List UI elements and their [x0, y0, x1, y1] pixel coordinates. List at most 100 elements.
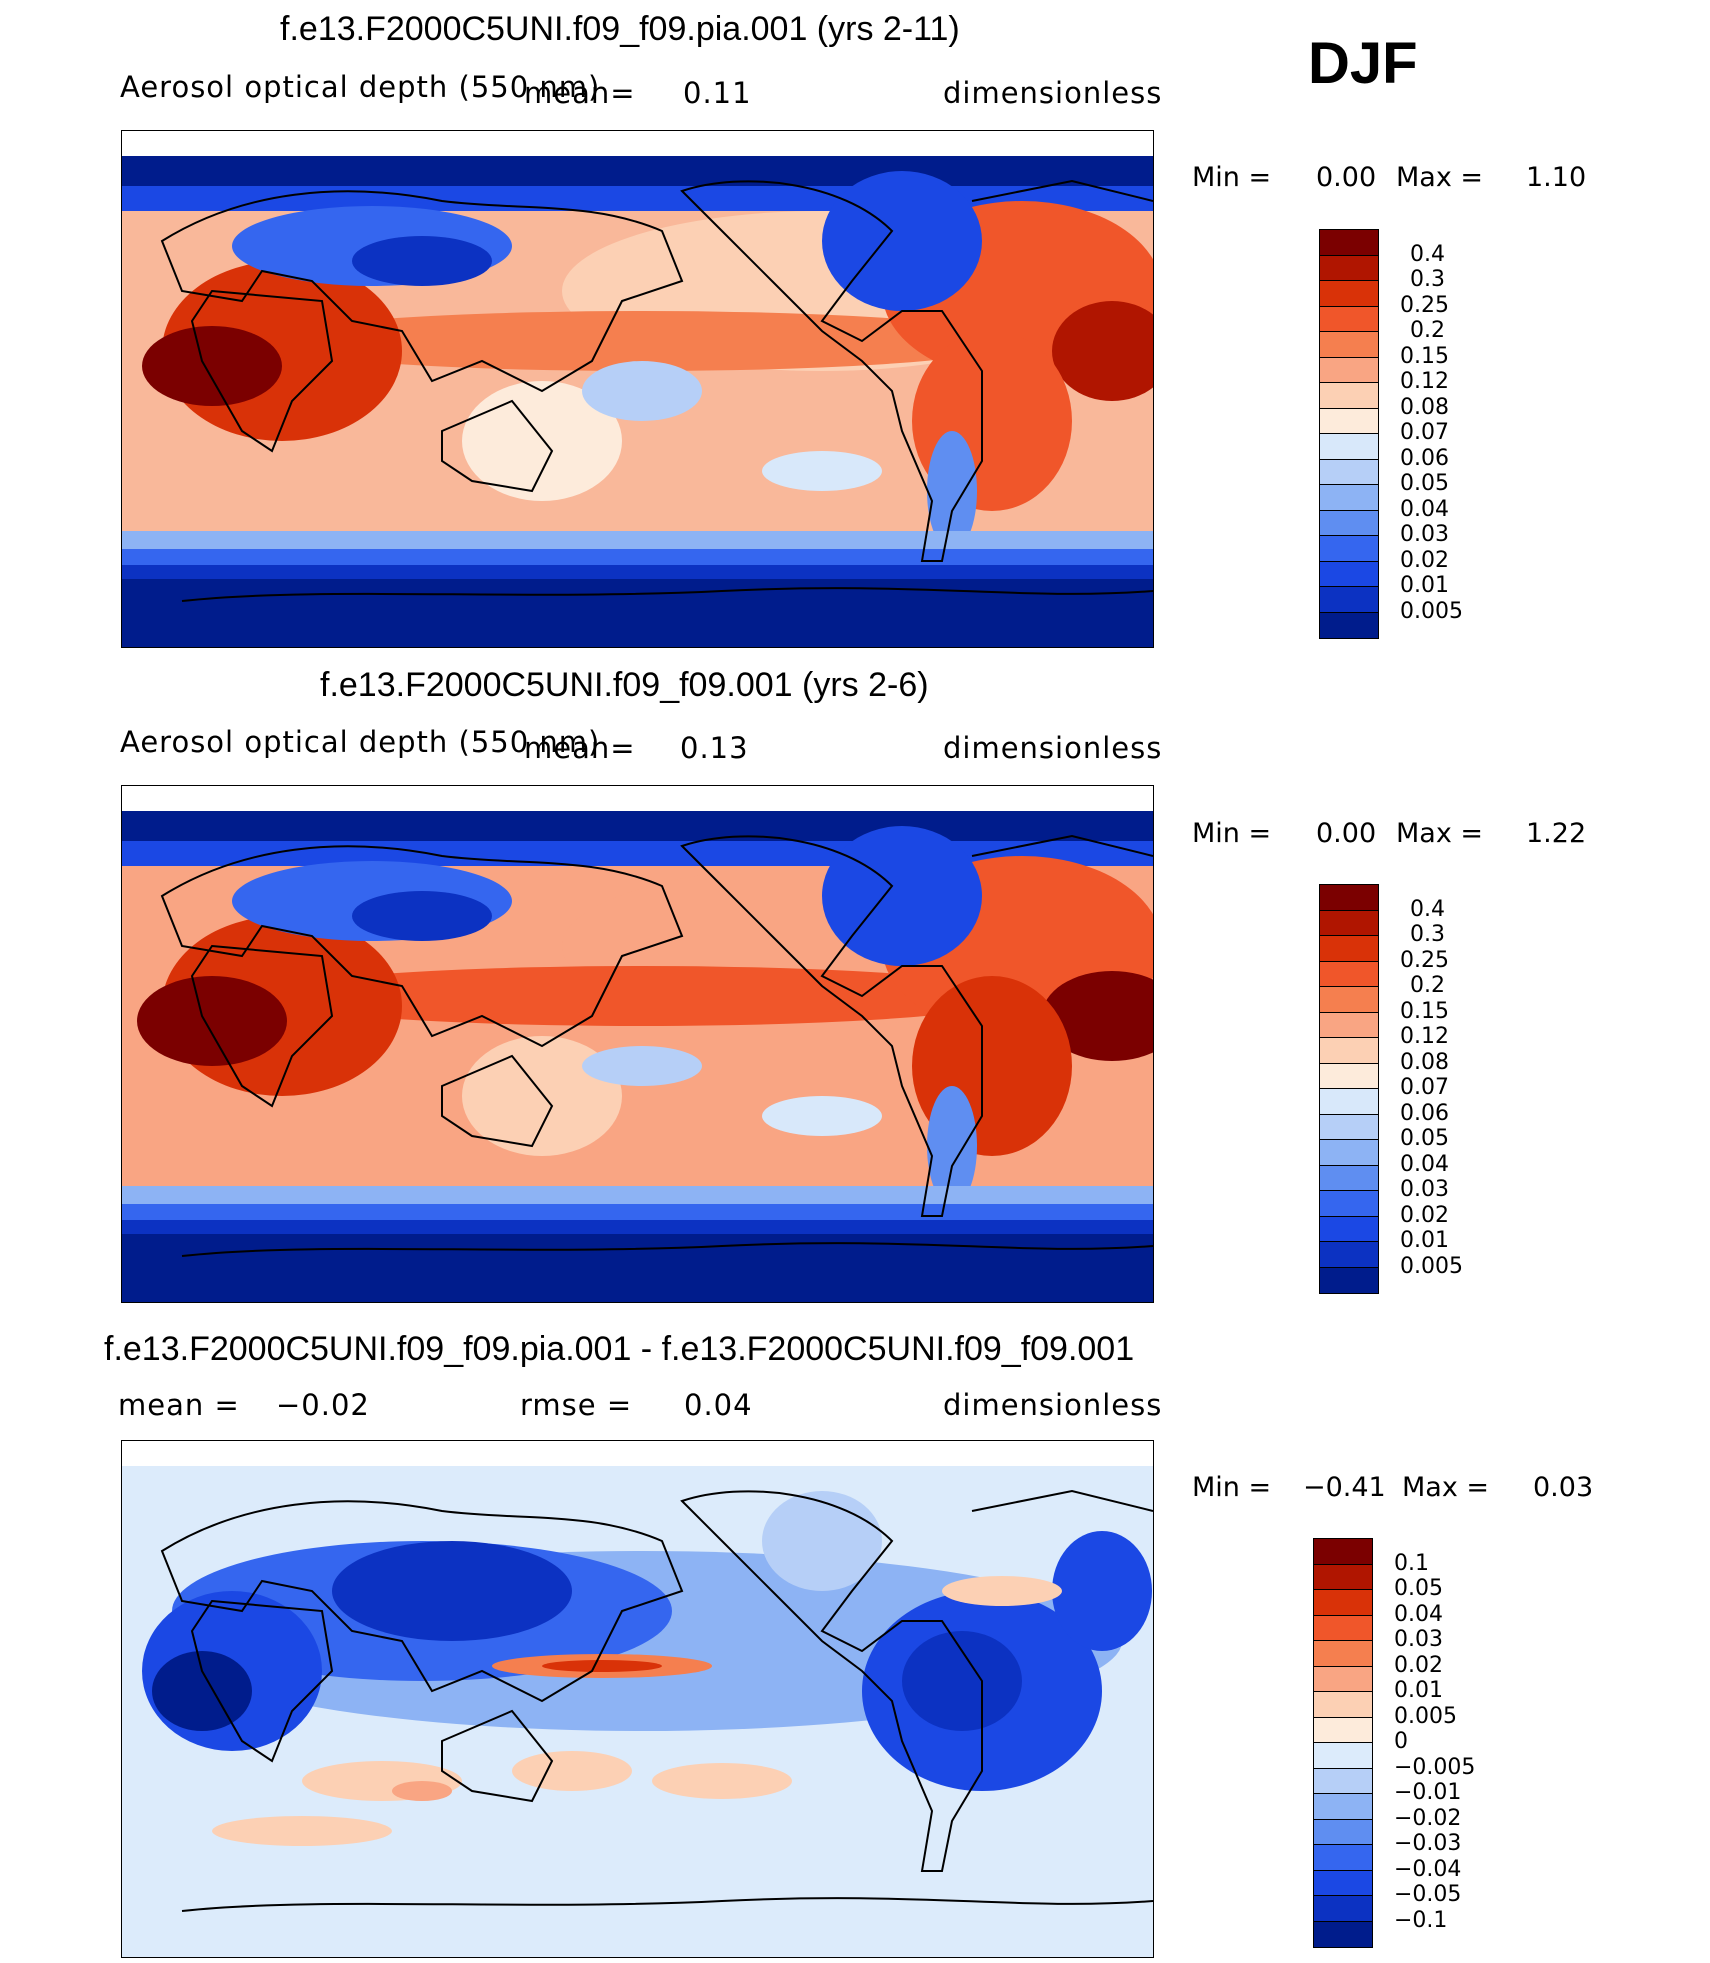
colorbar-segment — [1320, 910, 1378, 936]
colorbar-segment — [1320, 306, 1378, 332]
colorbar-label: 0.01 — [1394, 1678, 1443, 1703]
colorbar-segment — [1314, 1717, 1372, 1743]
colorbar-label: 0.4 — [1410, 896, 1445, 922]
colorbar-label: 0.06 — [1400, 445, 1449, 471]
colorbar-label: 0.02 — [1400, 1202, 1449, 1228]
colorbar-label: 0.12 — [1400, 1024, 1449, 1049]
panel2-mean-label: mean= — [524, 731, 636, 765]
colorbar-label: −0.04 — [1394, 1856, 1462, 1882]
colorbar-segment — [1314, 1921, 1372, 1947]
colorbar-label: −0.005 — [1394, 1754, 1476, 1780]
colorbar-label: −0.01 — [1394, 1780, 1462, 1805]
panel1-mean-value: 0.11 — [683, 76, 752, 110]
colorbar-label: 0.2 — [1410, 318, 1445, 343]
colorbar-label: 0.05 — [1400, 471, 1449, 496]
panel1-map — [121, 130, 1154, 648]
colorbar-segment — [1320, 961, 1378, 987]
panel2-units: dimensionless — [943, 731, 1163, 765]
colorbar-segment — [1320, 885, 1378, 911]
colorbar-segment — [1320, 332, 1378, 358]
panel3-title: f.e13.F2000C5UNI.f09_f09.pia.001 - f.e13… — [104, 1330, 1135, 1368]
colorbar-label: 0.15 — [1400, 998, 1449, 1024]
colorbar-segment — [1320, 1114, 1378, 1140]
panel3-rmse-label: rmse = — [520, 1388, 633, 1422]
colorbar-segment — [1320, 383, 1378, 409]
colorbar-label: 0.07 — [1400, 1075, 1449, 1100]
colorbar-label: 0.005 — [1400, 1253, 1463, 1279]
colorbar-segment — [1320, 1165, 1378, 1191]
colorbar-segment — [1320, 1012, 1378, 1038]
colorbar-label: −0.05 — [1394, 1882, 1462, 1907]
colorbar-segment — [1320, 536, 1378, 562]
colorbar-segment — [1314, 1539, 1372, 1565]
panel1-min-value: 0.00 — [1316, 162, 1377, 193]
panel2-max-value: 1.22 — [1526, 818, 1587, 849]
colorbar-label: 0.07 — [1400, 420, 1449, 445]
panel2-map-canvas — [122, 786, 1153, 1302]
colorbar-label: 0.02 — [1394, 1652, 1443, 1678]
panel2-colorbar — [1319, 884, 1379, 1294]
colorbar-segment — [1314, 1896, 1372, 1922]
colorbar-label: 0.005 — [1394, 1703, 1457, 1729]
colorbar-segment — [1320, 281, 1378, 307]
colorbar-label: 0.005 — [1400, 598, 1463, 624]
colorbar-segment — [1320, 612, 1378, 638]
panel2-min-value: 0.00 — [1316, 818, 1377, 849]
colorbar-label: 0.05 — [1394, 1576, 1443, 1601]
colorbar-label: 0.15 — [1400, 343, 1449, 369]
colorbar-label: 0.03 — [1400, 522, 1449, 547]
colorbar-segment — [1320, 1267, 1378, 1293]
colorbar-segment — [1320, 1191, 1378, 1217]
panel3-rmse-value: 0.04 — [684, 1388, 753, 1422]
colorbar-segment — [1320, 1242, 1378, 1268]
colorbar-label: 0.01 — [1400, 1228, 1449, 1253]
panel3-min-value: −0.41 — [1303, 1472, 1386, 1503]
colorbar-segment — [1320, 1038, 1378, 1064]
panel3-mean-value: −0.02 — [276, 1388, 370, 1422]
colorbar-label: 0.1 — [1394, 1550, 1429, 1576]
colorbar-segment — [1320, 561, 1378, 587]
colorbar-segment — [1320, 459, 1378, 485]
colorbar-label: 0.04 — [1400, 496, 1449, 522]
panel1-map-canvas — [122, 131, 1153, 647]
colorbar-label: 0 — [1394, 1729, 1408, 1754]
colorbar-segment — [1320, 510, 1378, 536]
panel3-units: dimensionless — [943, 1388, 1163, 1422]
panel1-mean-label: mean= — [524, 76, 636, 110]
panel1-colorbar — [1319, 229, 1379, 639]
colorbar-segment — [1320, 408, 1378, 434]
panel3-min-label: Min = — [1192, 1472, 1272, 1503]
colorbar-label: −0.03 — [1394, 1831, 1462, 1856]
panel3-map — [121, 1440, 1154, 1958]
season-label: DJF — [1308, 31, 1418, 96]
colorbar-segment — [1320, 987, 1378, 1013]
colorbar-label: 0.3 — [1410, 922, 1445, 947]
panel1-min-label: Min = — [1192, 162, 1272, 193]
colorbar-segment — [1320, 587, 1378, 613]
panel1-variable: Aerosol optical depth (550 nm) — [120, 70, 601, 104]
colorbar-label: 0.01 — [1400, 573, 1449, 598]
colorbar-segment — [1314, 1768, 1372, 1794]
colorbar-label: 0.04 — [1394, 1601, 1443, 1627]
panel1-max-value: 1.10 — [1526, 162, 1587, 193]
colorbar-segment — [1320, 485, 1378, 511]
colorbar-segment — [1320, 1140, 1378, 1166]
colorbar-label: 0.03 — [1394, 1627, 1443, 1652]
colorbar-label: 0.03 — [1400, 1177, 1449, 1202]
colorbar-label: 0.2 — [1410, 973, 1445, 998]
panel1-max-label: Max = — [1396, 162, 1484, 193]
panel2-min-label: Min = — [1192, 818, 1272, 849]
colorbar-segment — [1320, 1063, 1378, 1089]
colorbar-label: 0.4 — [1410, 241, 1445, 267]
panel3-max-label: Max = — [1402, 1472, 1490, 1503]
colorbar-segment — [1320, 1089, 1378, 1115]
panel2-map — [121, 785, 1154, 1303]
colorbar-label: 0.25 — [1400, 292, 1449, 318]
colorbar-label: 0.04 — [1400, 1151, 1449, 1177]
panel3-mean-label: mean = — [118, 1388, 240, 1422]
colorbar-label: 0.12 — [1400, 369, 1449, 394]
colorbar-segment — [1314, 1590, 1372, 1616]
colorbar-segment — [1314, 1870, 1372, 1896]
colorbar-label: 0.08 — [1400, 1049, 1449, 1075]
panel1-units: dimensionless — [943, 76, 1163, 110]
